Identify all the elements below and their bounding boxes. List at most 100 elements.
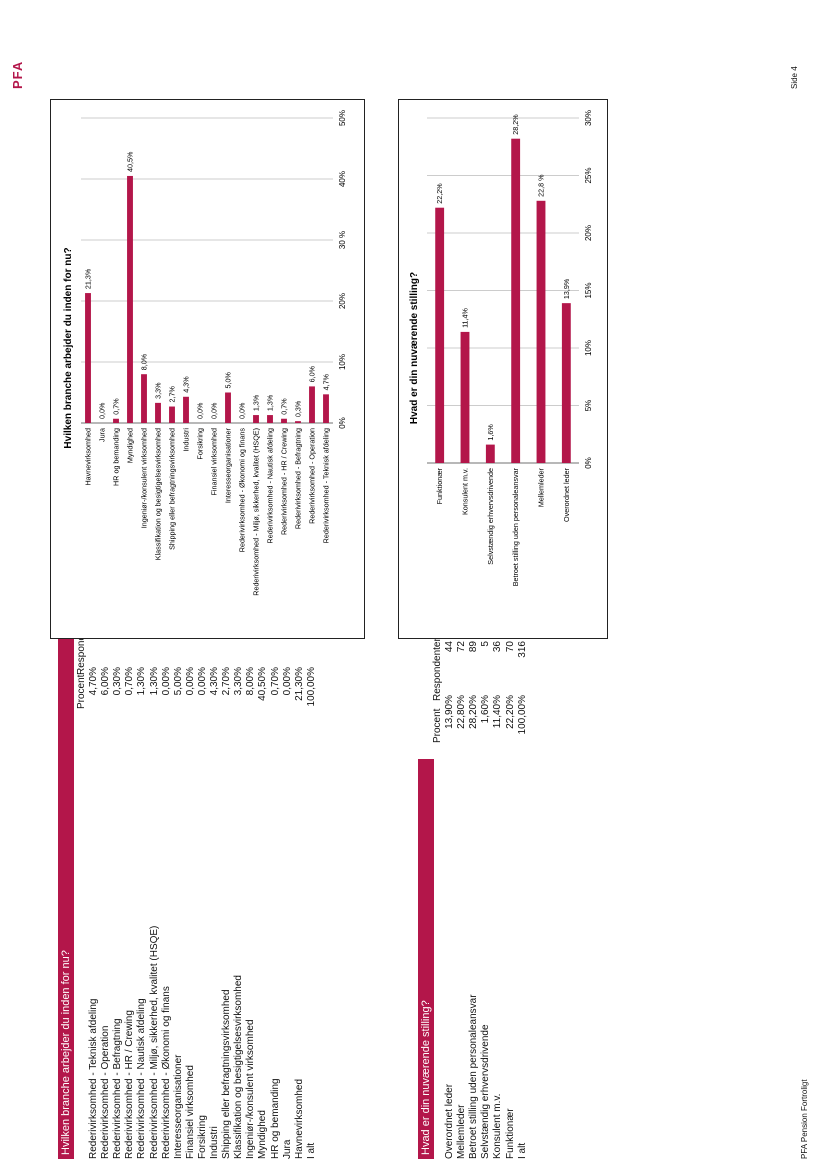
table1-row-label: Interesseorganisationer xyxy=(172,1054,184,1159)
table1-row-procent: 1,30% xyxy=(148,667,160,696)
table2-row-procent: 22,80% xyxy=(456,695,468,729)
chart1-data-label: 4,7% xyxy=(322,373,331,390)
chart1-bar xyxy=(253,415,259,423)
table1-row-label: Rederivirksomhed - Økonomi og finans xyxy=(160,986,172,1159)
table1-row-label: Rederivirksomhed - Nautisk afdeling xyxy=(136,998,148,1159)
chart2-category-label: Selvstændig erhvervsdrivende xyxy=(486,468,495,565)
table1-row-label: Rederivirksomhed - Befragtning xyxy=(112,1018,124,1159)
chart2-tick-label: 5% xyxy=(584,400,593,412)
chart1-data-label: 1,3% xyxy=(266,394,275,411)
chart1-category-label: Havnevirksomhed xyxy=(84,428,93,486)
chart2-data-label: 11,4% xyxy=(461,307,470,327)
chart1-bar xyxy=(169,406,175,423)
table1-row-procent: 2,70% xyxy=(221,667,233,696)
chart2-category-label: Betroet stilling uden personaleansvar xyxy=(511,467,520,586)
table1-row-procent: 40,50% xyxy=(257,667,269,701)
table2-row-procent: 11,40% xyxy=(492,695,504,729)
table2-row-respondenter: 5 xyxy=(480,641,492,647)
chart1-tick-label: 20% xyxy=(338,293,347,309)
table1-title: Hvilken branche arbejder du inden for nu… xyxy=(60,950,72,1155)
chart1-data-label: 21,3% xyxy=(84,268,93,289)
table2-header: Hvad er din nuværende stilling? xyxy=(418,759,434,1159)
table1-row-label: HR og bemanding xyxy=(269,1078,281,1159)
chart1-category-label: Rederivirksomhed - Teknisk afdeling xyxy=(322,428,331,543)
page-number: Side 4 xyxy=(790,66,799,89)
table1-row-label: Rederivirksomhed - Miljø, sikkerhed, kva… xyxy=(148,925,160,1159)
chart1-category-label: Klassifikation og besigtigelsesvirksomhe… xyxy=(154,428,163,560)
table2-row-label: I alt xyxy=(516,1142,528,1159)
chart1-category-label: Rederivirksomhed - Miljø, sikkerhed, kva… xyxy=(252,428,261,596)
chart1-svg: Hvilken branche arbejder du inden for nu… xyxy=(63,110,347,596)
chart2-data-label: 1,6% xyxy=(486,424,495,441)
chart2-tick-label: 10% xyxy=(584,340,593,356)
chart1-tick-label: 10% xyxy=(338,354,347,370)
chart1-data-label: 1,3% xyxy=(252,394,261,411)
table1-row-label: Finansiel virksomhed xyxy=(184,1065,196,1159)
table1-row-procent: 0,00% xyxy=(196,667,208,696)
chart1-bar xyxy=(281,418,287,423)
chart1-category-label: Forsikring xyxy=(196,428,205,460)
table2-col-respondenter: Respondenter xyxy=(432,638,443,701)
table2-row-label: Mellemleder xyxy=(456,1104,468,1159)
table1-row-label: Havnevirksomhed xyxy=(293,1078,305,1159)
table1-row-procent: 0,30% xyxy=(112,667,124,696)
chart1-category-label: Ingeniør-/konsulent virksomhed xyxy=(140,428,149,528)
chart1-tick-label: 0% xyxy=(338,417,347,429)
chart1-tick-label: 50% xyxy=(338,110,347,126)
chart2-tick-label: 30% xyxy=(584,110,593,126)
chart2-tick-label: 15% xyxy=(584,282,593,298)
chart1-title: Hvilken branche arbejder du inden for nu… xyxy=(63,247,74,448)
table2-row-label: Selvstændig erhvervsdrivende xyxy=(480,1024,492,1159)
chart1-bar xyxy=(85,293,91,423)
chart1-category-label: Rederivirksomhed - HR / Crewing xyxy=(280,428,289,535)
table1-row-procent: 4,30% xyxy=(209,667,220,696)
chart1-data-label: 6,0% xyxy=(308,365,317,382)
table1-row-label: Ingeniør-/konsulent virksomhed xyxy=(245,1019,257,1159)
table1-row-procent: 3,30% xyxy=(233,667,245,696)
chart1-tick-label: 30 % xyxy=(338,231,347,249)
table1-row-label: Rederivirksomhed - Operation xyxy=(100,1025,112,1159)
table2-row-respondenter: 316 xyxy=(516,641,528,658)
chart1-bar xyxy=(225,392,231,423)
table2-row-respondenter: 44 xyxy=(444,641,455,653)
table1-row-label: Industri xyxy=(209,1126,220,1159)
chart1-data-label: 0,0% xyxy=(210,402,219,419)
chart1-data-label: 0,7% xyxy=(280,398,289,415)
chart1-bar xyxy=(155,402,161,423)
chart1-frame: Hvilken branche arbejder du inden for nu… xyxy=(50,99,365,639)
chart1-bar xyxy=(309,386,315,423)
table1-row-label: Rederivirksomhed - Teknisk afdeling xyxy=(88,998,99,1159)
chart2-tick-label: 20% xyxy=(584,225,593,241)
chart1-category-label: Rederivirksomhed - Befragtning xyxy=(294,428,303,529)
table2-row-label: Betroet stilling uden personaleansvar xyxy=(468,994,480,1159)
table1-row-label: Klassifikation og besigtigelsesvirksomhe… xyxy=(233,975,245,1159)
chart2-category-label: Mellemleder xyxy=(537,467,546,507)
chart1-category-label: HR og bemanding xyxy=(112,428,121,486)
chart2-data-label: 13,9% xyxy=(562,278,571,299)
table2-row-procent: 1,60% xyxy=(480,695,492,724)
chart1-category-label: Finansiel virksomhed xyxy=(210,428,219,496)
table1-row-procent: 5,00% xyxy=(172,667,184,696)
chart2-bar xyxy=(460,331,470,463)
chart1-category-label: Rederivirksomhed - Operation xyxy=(308,428,317,524)
table1-row-procent: 0,00% xyxy=(184,667,196,696)
table1-row-procent: 21,30% xyxy=(293,667,305,701)
table1-row-procent: 0,00% xyxy=(281,667,293,696)
table1-row-procent: 1,30% xyxy=(136,667,148,696)
table2-row-label: Konsulent m.v. xyxy=(492,1093,504,1159)
table2-row-procent: 28,20% xyxy=(468,695,480,729)
chart1-category-label: Industri xyxy=(182,428,191,452)
chart2-tick-label: 0% xyxy=(584,457,593,469)
chart2-bar xyxy=(536,200,546,463)
chart1-data-label: 3,3% xyxy=(154,382,163,399)
table2-col-procent: Procent xyxy=(432,708,443,743)
pfa-logo: PFA xyxy=(10,60,25,89)
chart1-category-label: Rederivirksomhed - Økonomi og finans xyxy=(238,428,247,553)
chart2-bar xyxy=(485,444,495,463)
table1-col-procent: Procent xyxy=(76,674,87,709)
chart1-data-label: 0,3% xyxy=(294,400,303,417)
chart1-data-label: 0,0% xyxy=(238,402,247,419)
chart2-bar xyxy=(435,207,445,463)
chart2-title: Hvad er din nuværende stilling? xyxy=(409,272,420,424)
table1-row-label: Forsikring xyxy=(196,1115,208,1159)
